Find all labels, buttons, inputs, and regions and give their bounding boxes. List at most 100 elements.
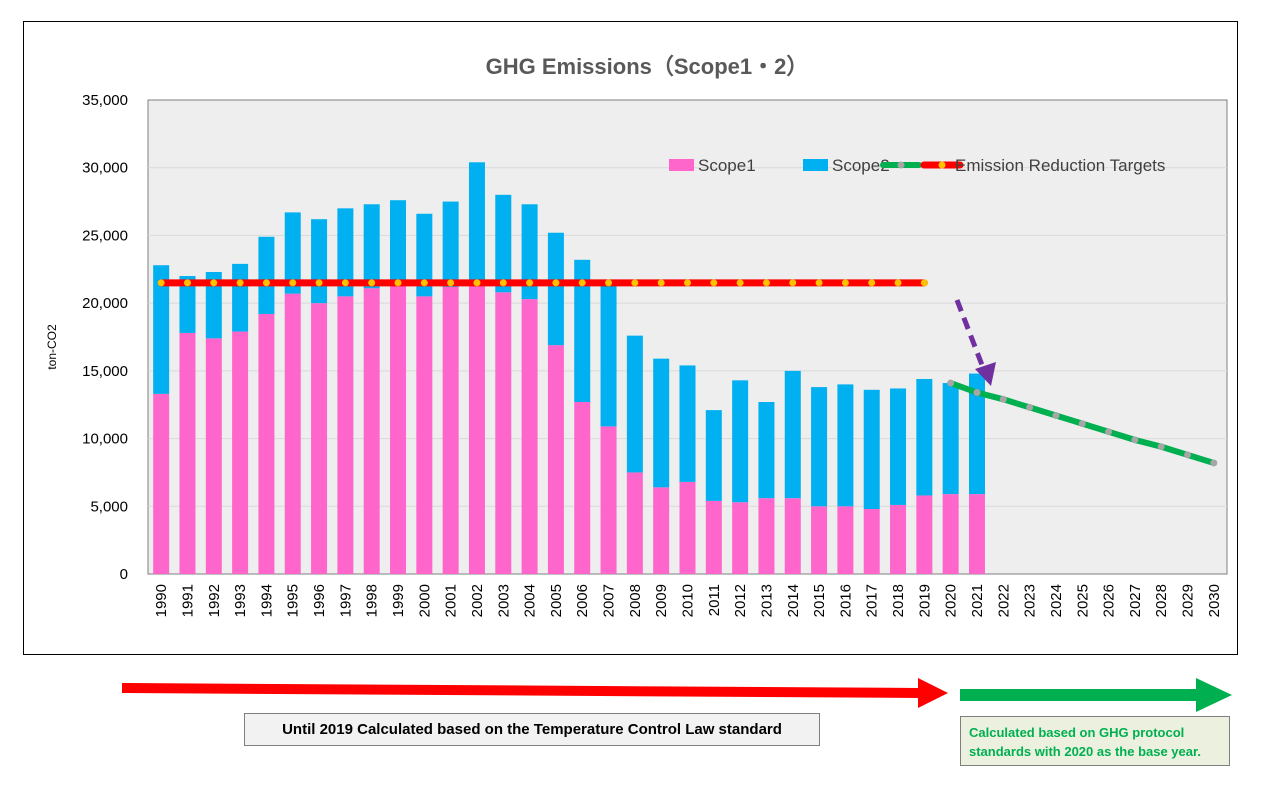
bar-scope1-1990 xyxy=(153,393,170,574)
x-tick-label: 2020 xyxy=(943,584,960,617)
y-axis-label: ton-CO2 xyxy=(45,324,59,370)
target-point xyxy=(183,279,191,287)
x-tick-label: 1993 xyxy=(232,584,249,617)
bar-scope2-2007 xyxy=(600,285,617,427)
legend-label-scope1: Scope1 xyxy=(698,156,756,175)
bar-scope1-1999 xyxy=(390,285,407,574)
bar-scope2-2008 xyxy=(626,335,643,473)
bar-scope2-2006 xyxy=(574,259,591,403)
bar-scope1-2008 xyxy=(626,472,643,574)
projection-point xyxy=(1078,420,1086,428)
legend-marker-projection xyxy=(897,161,905,169)
bar-scope2-2019 xyxy=(916,378,933,496)
bar-scope1-2007 xyxy=(600,426,617,574)
annotation-arrow xyxy=(954,299,996,386)
annotation-arrow-head xyxy=(975,362,996,386)
target-point xyxy=(210,279,218,287)
bar-scope1-2021 xyxy=(968,494,985,574)
target-point xyxy=(815,279,823,287)
bar-scope2-2021 xyxy=(968,373,985,495)
x-tick-label: 2001 xyxy=(443,584,460,617)
target-point xyxy=(420,279,428,287)
x-tick-label: 1999 xyxy=(390,584,407,617)
bar-scope2-1997 xyxy=(337,208,354,297)
bar-scope2-2013 xyxy=(758,402,775,499)
target-point xyxy=(710,279,718,287)
bar-scope2-2015 xyxy=(811,387,828,507)
projection-point xyxy=(973,389,981,397)
bar-scope2-1990 xyxy=(153,265,170,394)
x-tick-label: 2016 xyxy=(837,584,854,617)
x-tick-label: 2026 xyxy=(1101,584,1118,617)
bar-scope2-2001 xyxy=(442,201,459,287)
target-point xyxy=(841,279,849,287)
bar-scope2-2017 xyxy=(863,389,880,509)
bar-scope1-1991 xyxy=(179,332,196,574)
bar-scope1-2006 xyxy=(574,402,591,574)
target-point xyxy=(789,279,797,287)
x-tick-label: 2028 xyxy=(1153,584,1170,617)
y-tick-label: 10,000 xyxy=(82,431,128,448)
bar-scope2-1999 xyxy=(390,200,407,286)
x-tick-label: 1994 xyxy=(258,584,275,617)
bar-scope2-1993 xyxy=(232,263,249,332)
x-tick-label: 2005 xyxy=(548,584,565,617)
y-tick-label: 0 xyxy=(120,566,128,583)
target-point xyxy=(447,279,455,287)
chart-frame: GHG Emissions（Scope1・2） 0 5,000 10,000 15,0… xyxy=(23,21,1238,655)
x-tick-label: 2025 xyxy=(1074,584,1091,617)
bar-scope1-2010 xyxy=(679,481,696,574)
target-point xyxy=(657,279,665,287)
x-tick-label: 2014 xyxy=(785,584,802,617)
target-point xyxy=(315,279,323,287)
bar-scope1-2016 xyxy=(837,506,854,574)
x-tick-label: 2004 xyxy=(522,584,539,617)
target-point xyxy=(578,279,586,287)
bar-scope1-2002 xyxy=(468,285,485,574)
bar-scope2-1994 xyxy=(258,236,275,314)
x-tick-label: 2010 xyxy=(680,584,697,617)
y-tick-label: 20,000 xyxy=(82,295,128,312)
bar-scope1-2012 xyxy=(732,502,749,574)
bar-scope2-1991 xyxy=(179,276,196,333)
ghg-emissions-chart: GHG Emissions（Scope1・2） 0 5,000 10,000 15,0… xyxy=(45,54,1228,617)
x-tick-label: 1991 xyxy=(179,584,196,617)
target-point xyxy=(894,279,902,287)
bar-scope1-2001 xyxy=(442,286,459,574)
projection-point xyxy=(1157,443,1165,451)
bar-scope2-2002 xyxy=(468,162,485,286)
bar-scope1-1997 xyxy=(337,296,354,574)
projection-point xyxy=(1184,451,1192,459)
bar-scope2-1996 xyxy=(311,219,328,304)
legend-swatch-scope1 xyxy=(669,159,694,171)
x-tick-label: 1998 xyxy=(364,584,381,617)
bar-scope1-2015 xyxy=(811,506,828,574)
legend: Scope1 Scope2 Emission Reduction Targets xyxy=(669,156,1165,175)
bar-scope2-1995 xyxy=(284,212,301,294)
projection-point xyxy=(1131,436,1139,444)
bar-scope2-2005 xyxy=(547,232,564,346)
legend-label-scope2: Scope2 xyxy=(832,156,890,175)
x-tick-label: 2021 xyxy=(969,584,986,617)
x-tick-label: 2000 xyxy=(416,584,433,617)
x-tick-label: 2023 xyxy=(1022,584,1039,617)
chart-title: GHG Emissions（Scope1・2） xyxy=(486,54,809,79)
legend-marker-target xyxy=(938,161,946,169)
projection-point xyxy=(947,379,955,387)
target-point xyxy=(289,279,297,287)
note-ghg-protocol: Calculated based on GHG protocol standar… xyxy=(960,716,1230,766)
bar-scope1-2014 xyxy=(784,498,801,574)
x-tick-label: 2029 xyxy=(1180,584,1197,617)
x-tick-label: 2012 xyxy=(732,584,749,617)
bar-scope1-2005 xyxy=(547,345,564,574)
target-point xyxy=(762,279,770,287)
x-tick-label: 2030 xyxy=(1206,584,1223,617)
bar-scope1-2017 xyxy=(863,508,880,574)
target-point xyxy=(473,279,481,287)
x-tick-label: 2011 xyxy=(706,584,723,616)
x-tick-label: 1992 xyxy=(206,584,223,617)
target-point xyxy=(157,279,165,287)
bar-scope2-2003 xyxy=(495,194,512,293)
note-temperature-control-law: Until 2019 Calculated based on the Tempe… xyxy=(244,713,820,746)
green-timeline-arrow xyxy=(960,678,1232,712)
